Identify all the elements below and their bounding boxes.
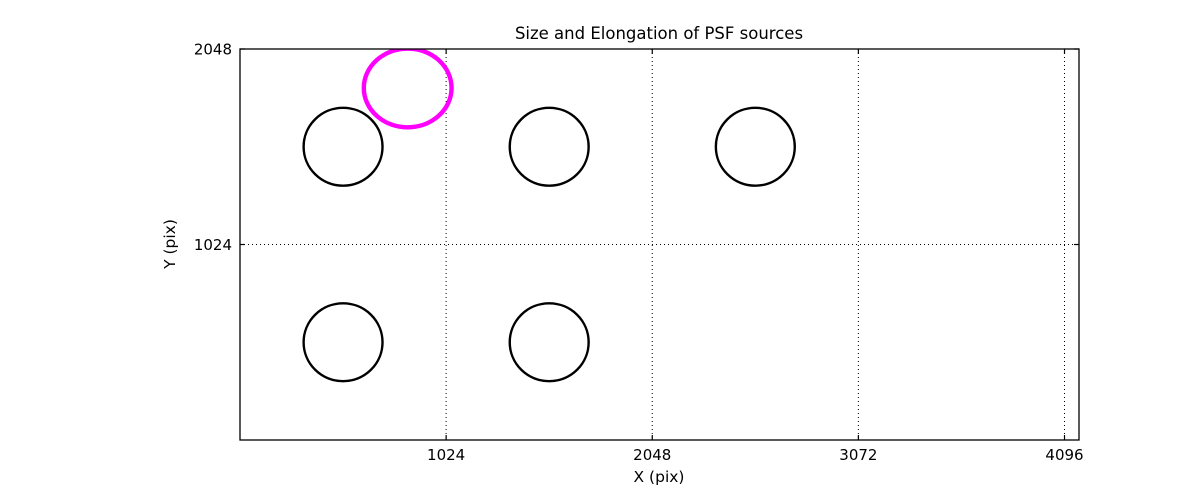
- psf-source-ellipse: [302, 106, 384, 187]
- x-tick-label: 4096: [1045, 446, 1083, 464]
- psf-source-ellipse: [508, 106, 590, 187]
- flagged-psf-source-ellipse: [361, 49, 454, 130]
- gridlines: [240, 48, 1079, 440]
- x-tick-label: 1024: [427, 446, 465, 464]
- plot-border: [239, 48, 1080, 441]
- axis-ticks: [240, 48, 1079, 440]
- y-tick-label: 1024: [194, 236, 232, 254]
- y-tick-label: 2048: [194, 41, 232, 59]
- psf-source-ellipse: [508, 302, 590, 383]
- x-axis-label: X (pix): [634, 468, 685, 486]
- chart-title: Size and Elongation of PSF sources: [515, 24, 803, 43]
- x-tick-label: 3072: [839, 446, 877, 464]
- psf-source-ellipse: [714, 106, 796, 187]
- psf-source-ellipse: [302, 302, 384, 383]
- y-axis-label: Y (pix): [161, 219, 179, 270]
- x-tick-label: 2048: [633, 446, 671, 464]
- tick-labels: 1024 2048 3072 4096 1024 2048: [194, 41, 1084, 465]
- psf-sources: [302, 49, 796, 383]
